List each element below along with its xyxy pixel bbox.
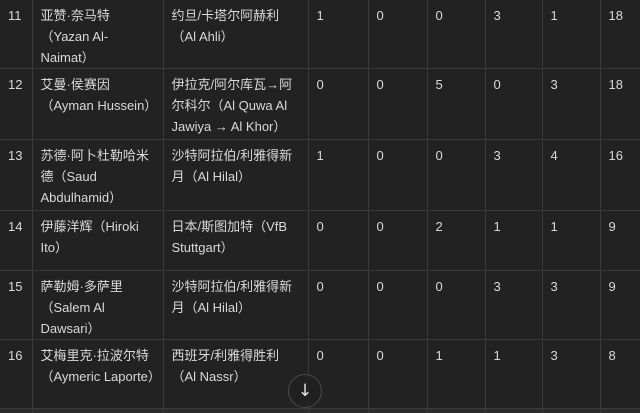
rank-cell: 14 — [0, 210, 33, 271]
stat-cell: 3 — [484, 270, 543, 340]
rank-cell: 15 — [0, 270, 33, 340]
stat-cell: 1 — [484, 339, 543, 409]
stat-cell: 1 — [541, 0, 601, 69]
table-row: 16 艾梅里克·拉波尔特（Aymeric Laporte） 西班牙/利雅得胜利（… — [0, 339, 640, 409]
stat-cell — [426, 408, 486, 413]
scroll-down-button[interactable]: ↓ — [288, 374, 322, 408]
rank-cell: 13 — [0, 139, 33, 211]
stat-cell: 0 — [367, 339, 428, 409]
player-name-cell: 萨勒姆·多萨里（Salem Al Dawsari） — [31, 270, 164, 340]
stat-cell: 0 — [426, 0, 486, 69]
stat-cell — [599, 408, 640, 413]
club-cell — [162, 408, 309, 413]
stat-cell: 3 — [541, 68, 601, 140]
player-name-cell: 艾梅里克·拉波尔特（Aymeric Laporte） — [31, 339, 164, 409]
stat-cell: 18 — [599, 68, 640, 140]
stat-cell: 1 — [541, 210, 601, 271]
stat-cell: 3 — [541, 270, 601, 340]
stat-cell — [541, 408, 601, 413]
stat-cell: 0 — [307, 270, 369, 340]
stat-cell: 0 — [367, 210, 428, 271]
club-cell: 沙特阿拉伯/利雅得新月（Al Hilal） — [162, 139, 309, 211]
club-cell: 日本/斯图加特（VfB Stuttgart） — [162, 210, 309, 271]
stat-cell: 2 — [426, 210, 486, 271]
stat-cell: 3 — [541, 339, 601, 409]
table-row: 13 苏德·阿卜杜勒哈米德（Saud Abdulhamid） 沙特阿拉伯/利雅得… — [0, 139, 640, 211]
stat-cell: 0 — [307, 68, 369, 140]
player-name-cell: 伊藤洋辉（Hiroki Ito） — [31, 210, 164, 271]
player-name-cell: 苏德·阿卜杜勒哈米德（Saud Abdulhamid） — [31, 139, 164, 211]
stat-cell: 3 — [484, 139, 543, 211]
club-cell: 约旦/卡塔尔阿赫利（Al Ahli） — [162, 0, 309, 69]
stat-cell: 1 — [307, 0, 369, 69]
player-name-cell: 艾曼·侯赛因（Ayman Hussein） — [31, 68, 164, 140]
stat-cell: 0 — [367, 139, 428, 211]
stat-cell: 1 — [307, 139, 369, 211]
stat-cell: 0 — [426, 139, 486, 211]
stat-cell: 9 — [599, 270, 640, 340]
rank-cell — [0, 408, 33, 413]
club-cell: 伊拉克/阿尔库瓦→阿尔科尔（Al Quwa Al Jawiya → Al Kho… — [162, 68, 309, 140]
stat-cell: 0 — [307, 210, 369, 271]
stat-cell: 8 — [599, 339, 640, 409]
stat-cell: 3 — [484, 0, 543, 69]
stat-cell: 4 — [541, 139, 601, 211]
table-row: 11 亚赞·奈马特（Yazan Al-Naimat） 约旦/卡塔尔阿赫利（Al … — [0, 0, 640, 69]
stat-cell: 1 — [484, 210, 543, 271]
stat-cell: 0 — [367, 270, 428, 340]
player-name-cell — [31, 408, 164, 413]
stat-cell: 1 — [426, 339, 486, 409]
stat-cell: 16 — [599, 139, 640, 211]
table-row: 15 萨勒姆·多萨里（Salem Al Dawsari） 沙特阿拉伯/利雅得新月… — [0, 270, 640, 340]
stat-cell — [484, 408, 543, 413]
table-row: 12 艾曼·侯赛因（Ayman Hussein） 伊拉克/阿尔库瓦→阿尔科尔（A… — [0, 68, 640, 140]
rank-cell: 16 — [0, 339, 33, 409]
club-cell: 沙特阿拉伯/利雅得新月（Al Hilal） — [162, 270, 309, 340]
stat-cell: 18 — [599, 0, 640, 69]
stat-cell: 5 — [426, 68, 486, 140]
stat-cell: 0 — [484, 68, 543, 140]
rank-cell: 12 — [0, 68, 33, 140]
stat-cell — [307, 408, 369, 413]
stat-cell: 9 — [599, 210, 640, 271]
club-cell: 西班牙/利雅得胜利（Al Nassr） — [162, 339, 309, 409]
table-row-partial — [0, 408, 640, 413]
table-row: 14 伊藤洋辉（Hiroki Ito） 日本/斯图加特（VfB Stuttgar… — [0, 210, 640, 271]
stat-cell: 0 — [426, 270, 486, 340]
stat-cell — [367, 408, 428, 413]
rank-cell: 11 — [0, 0, 33, 69]
player-name-cell: 亚赞·奈马特（Yazan Al-Naimat） — [31, 0, 164, 69]
stat-cell: 0 — [367, 0, 428, 69]
stat-cell: 0 — [367, 68, 428, 140]
arrow-down-icon: ↓ — [297, 381, 313, 401]
